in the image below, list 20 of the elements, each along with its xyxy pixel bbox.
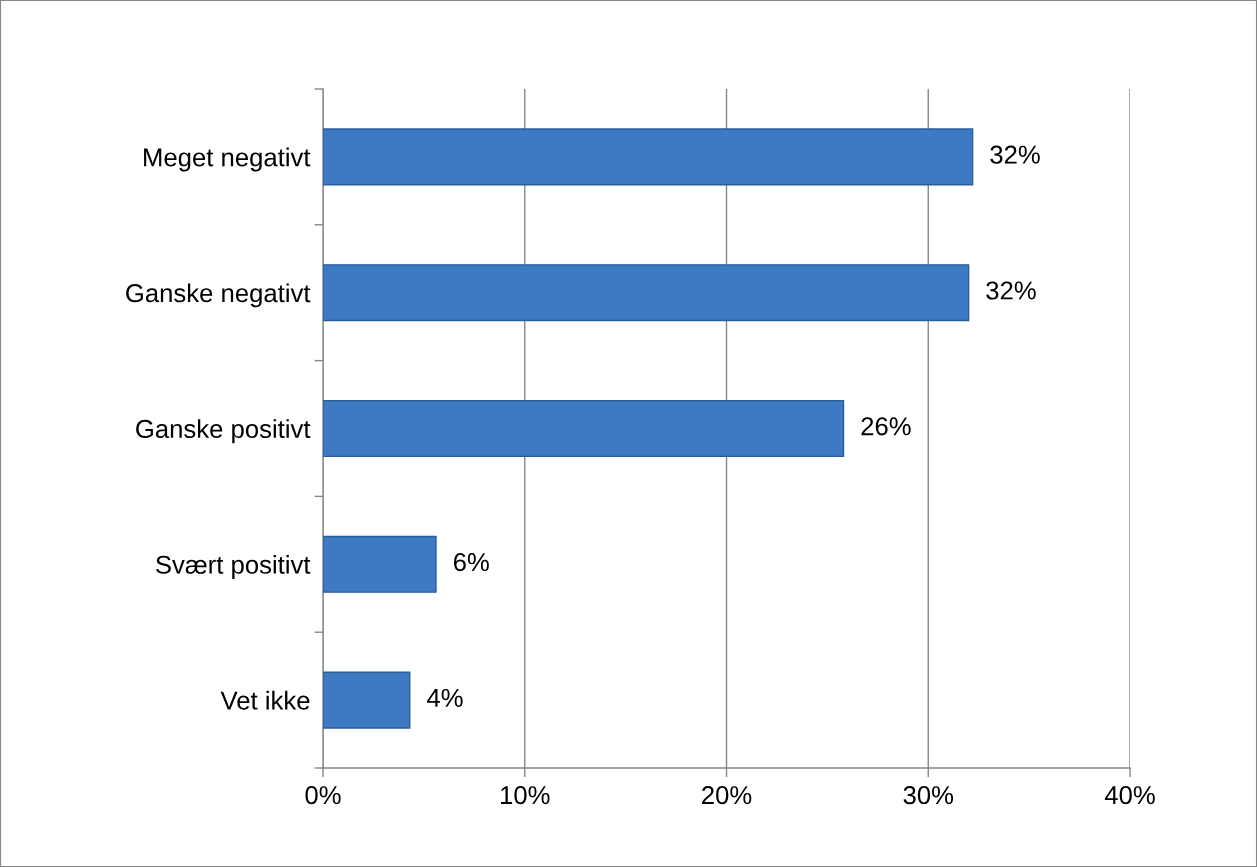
x-tick-label: 40% <box>1104 786 1155 805</box>
data-label: 4% <box>427 688 463 707</box>
data-label: 6% <box>453 553 489 572</box>
bar <box>323 535 437 593</box>
bar <box>323 128 974 186</box>
bar <box>323 671 411 729</box>
x-tick-label: 20% <box>702 786 752 805</box>
x-tick-label: 10% <box>501 786 550 805</box>
y-tick-label: Ganske positivt <box>136 419 311 444</box>
x-tick-label: 0% <box>305 786 341 805</box>
y-tick-label: Meget negativt <box>144 147 311 172</box>
y-tick-label: Vet ikke <box>220 690 310 710</box>
bar <box>323 264 970 322</box>
data-label: 32% <box>986 281 1036 300</box>
data-label: 32% <box>990 145 1040 164</box>
data-label: 26% <box>861 417 911 436</box>
bar <box>323 399 845 458</box>
x-tick-label: 30% <box>903 786 954 805</box>
y-tick-label: Ganske negativt <box>126 283 311 308</box>
y-tick-label: Svært positivt <box>156 554 311 579</box>
